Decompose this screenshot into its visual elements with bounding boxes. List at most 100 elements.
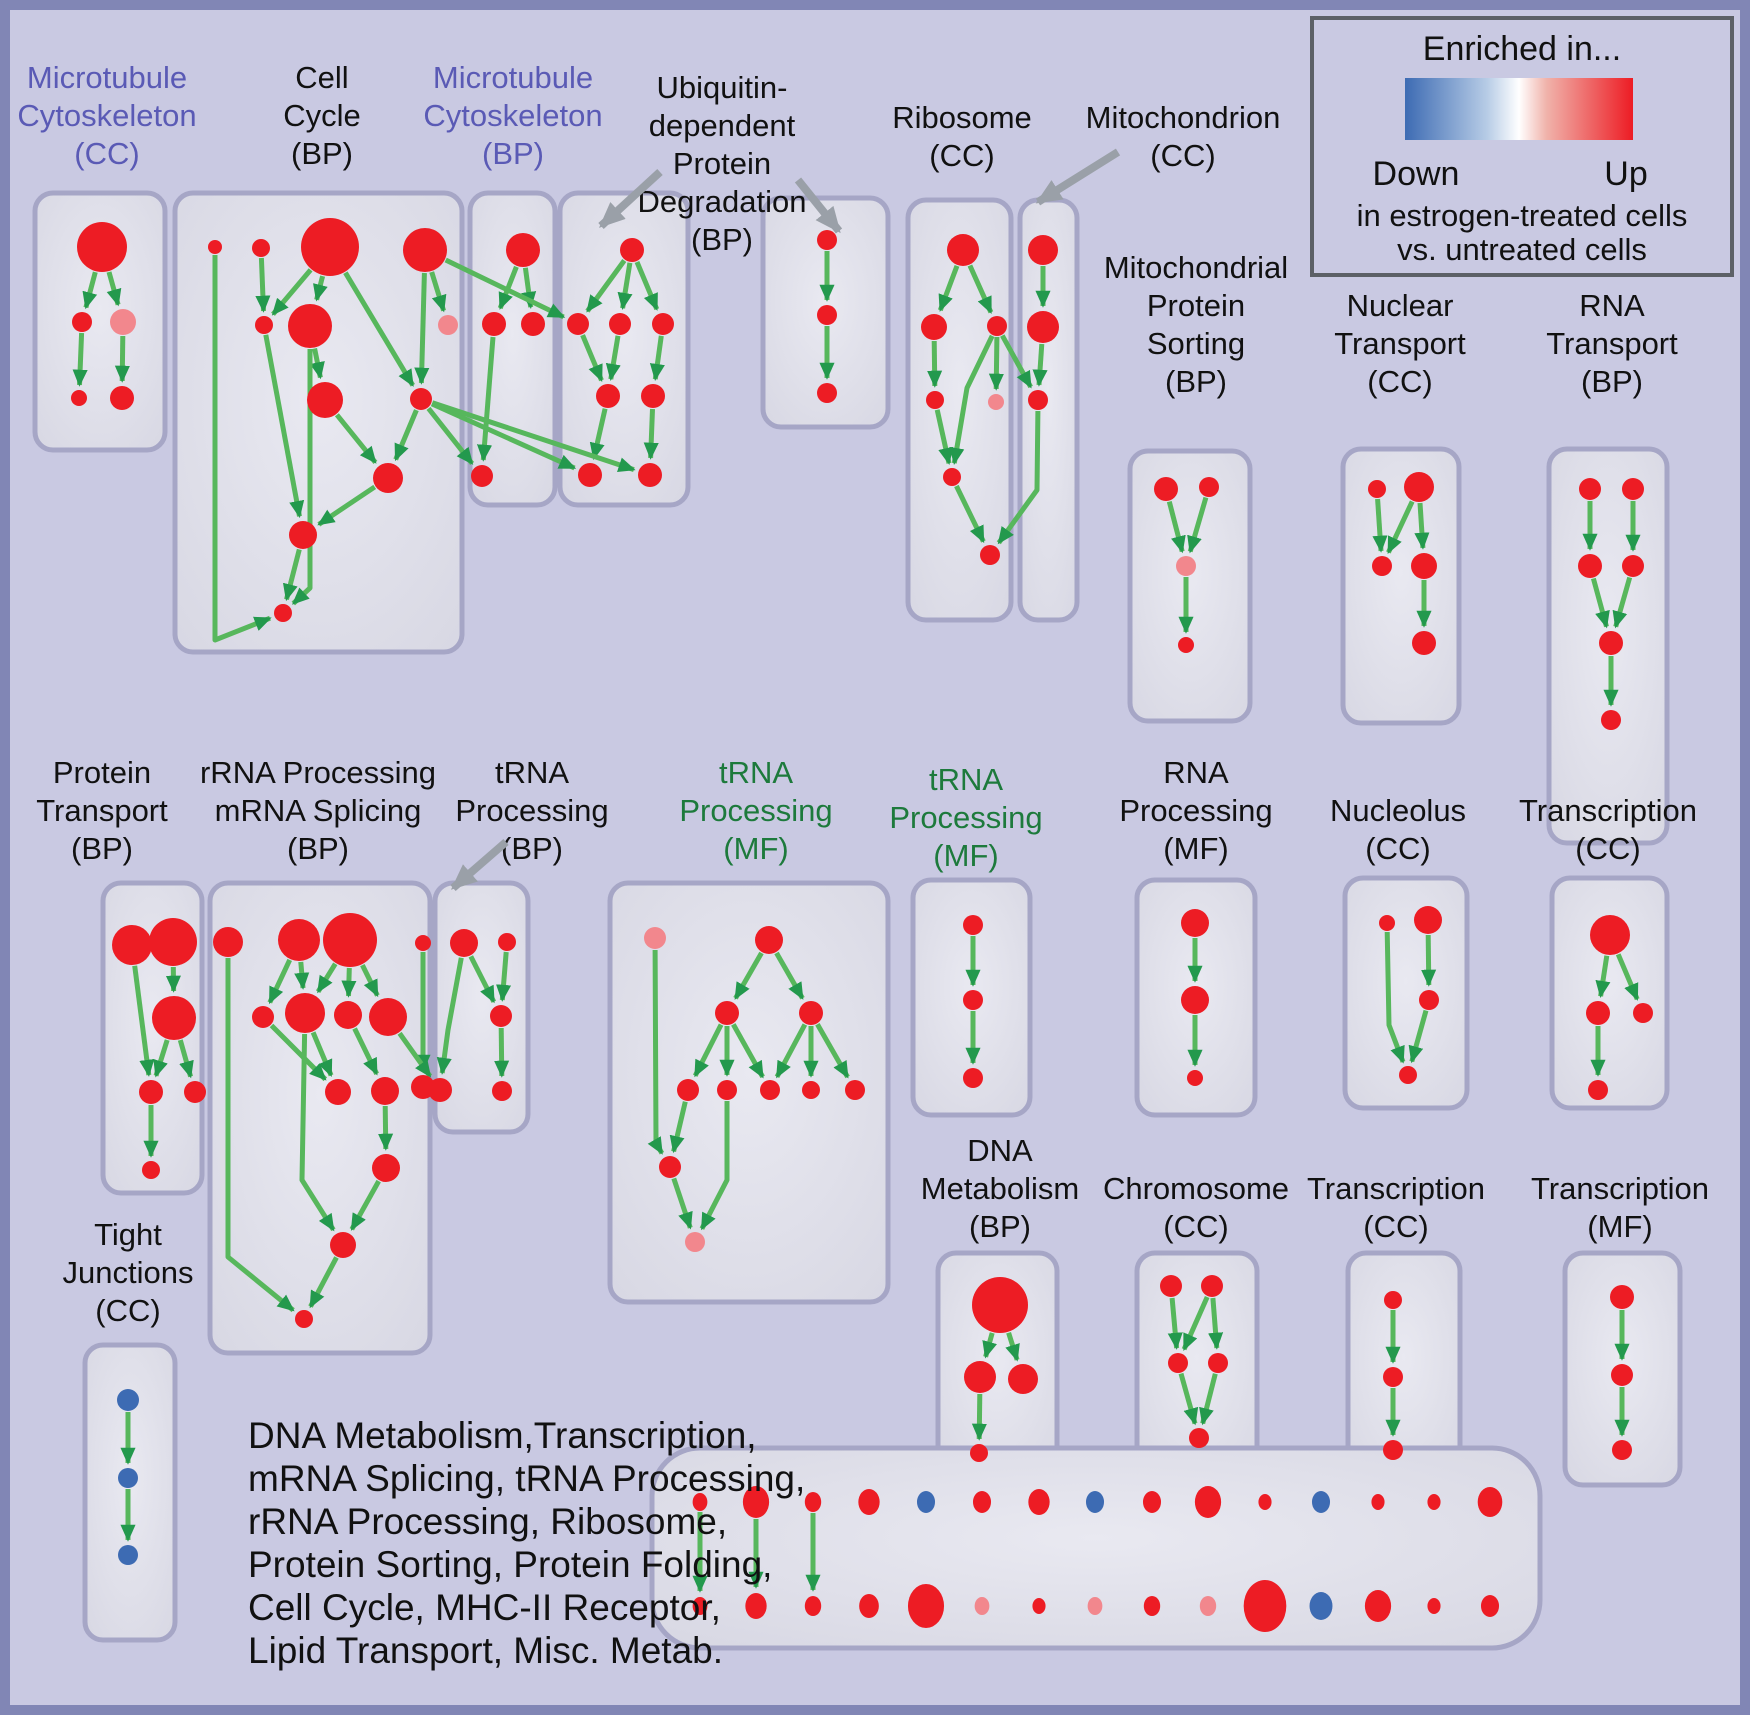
go-term-node <box>980 545 1000 565</box>
go-term-node <box>1258 1494 1272 1510</box>
mixed-terms-dots <box>692 1486 1503 1632</box>
edge-arrow <box>106 271 122 307</box>
go-term-node <box>1578 554 1602 578</box>
go-term-node <box>1427 1598 1441 1614</box>
cluster-box-microtubule-cytoskeleton-cc <box>32 190 168 453</box>
edge-arrow <box>949 334 995 465</box>
edge-arrow <box>1615 953 1640 1001</box>
edge-arrow <box>1187 496 1209 554</box>
edge-arrow <box>291 349 313 606</box>
edge-arrow <box>313 275 328 302</box>
legend-title: Enriched in... <box>1423 30 1621 68</box>
go-term-node <box>1160 1275 1182 1297</box>
go-term-node <box>307 382 343 418</box>
go-term-node <box>255 316 273 334</box>
edge-arrow <box>299 1033 336 1232</box>
go-term-node <box>278 919 320 961</box>
cluster-label: rRNA Processing mRNA Splicing (BP) <box>200 755 436 866</box>
go-term-node <box>760 1080 780 1100</box>
edge-arrow <box>436 957 464 1075</box>
go-term-node <box>1142 1491 1162 1513</box>
go-term-node <box>1383 1440 1403 1460</box>
go-term-node <box>149 918 197 966</box>
go-term-node <box>1181 909 1209 937</box>
go-term-node <box>139 1080 163 1104</box>
edge-arrow <box>605 335 621 381</box>
go-term-node <box>1154 477 1178 501</box>
go-term-node <box>184 1081 206 1103</box>
go-term-node <box>323 913 377 967</box>
go-term-node <box>1610 1285 1634 1309</box>
go-term-node <box>1586 1001 1610 1025</box>
legend: Enriched in... Down Up in estrogen-treated … <box>1310 16 1734 277</box>
go-term-node <box>717 1080 737 1100</box>
caption-line: Protein Sorting, Protein Folding, <box>248 1544 772 1585</box>
cluster-label: Microtubule Cytoskeleton (BP) <box>423 60 602 171</box>
edge-arrow <box>1408 1009 1429 1064</box>
edge-arrow <box>617 262 633 310</box>
edge-arrow <box>1199 1373 1218 1426</box>
edge-arrow <box>72 332 88 387</box>
go-term-node <box>1208 1353 1228 1373</box>
legend-gradient-bar <box>1405 78 1633 140</box>
go-term-node <box>652 313 674 335</box>
edge-arrow <box>414 272 430 385</box>
edge-arrow <box>733 951 764 1000</box>
go-term-node <box>1176 556 1196 576</box>
go-term-node <box>1311 1491 1331 1513</box>
go-term-node <box>1412 631 1436 655</box>
cluster-label: Chromosome (CC) <box>1103 1171 1289 1244</box>
cluster-box-nucleolus-cc <box>1342 875 1470 1111</box>
edge-arrow <box>426 406 475 466</box>
edge-arrow <box>937 265 960 312</box>
go-term-node <box>506 233 540 267</box>
edge-arrow <box>496 951 512 1002</box>
go-term-node <box>1588 1080 1608 1100</box>
edge-arrow <box>731 1023 765 1079</box>
edge-arrow <box>430 401 577 471</box>
cluster-label: Cell Cycle (BP) <box>283 60 361 171</box>
cluster-label: RNA Transport (BP) <box>1546 288 1678 399</box>
go-term-node <box>987 316 1007 336</box>
go-term-node <box>1309 1592 1333 1620</box>
legend-up-label: Up <box>1604 155 1647 193</box>
go-term-node <box>72 312 92 332</box>
edge-arrow <box>82 271 98 310</box>
edge-arrow <box>1612 576 1633 629</box>
caption-line: DNA Metabolism,Transcription, <box>248 1415 757 1456</box>
edge-arrow <box>692 1023 724 1078</box>
edge-arrow <box>315 962 338 994</box>
go-term-node <box>118 1468 138 1488</box>
go-term-node <box>1579 478 1601 500</box>
go-term-node <box>415 935 431 951</box>
go-term-node <box>71 390 87 406</box>
go-term-node <box>410 388 432 410</box>
edge-arrow <box>1005 1331 1020 1362</box>
legend-box <box>1310 16 1734 277</box>
cluster-label: Nuclear Transport (CC) <box>1334 288 1466 399</box>
cluster-label: Protein Transport (BP) <box>36 755 168 866</box>
go-term-node <box>596 384 620 408</box>
edge-arrow <box>1372 498 1388 553</box>
edge-arrow <box>988 336 1004 391</box>
edge-arrow <box>967 264 994 314</box>
cluster-box-rrna-processing-mrna-splicing-bp <box>207 880 433 1356</box>
edge-arrow <box>589 408 608 461</box>
legend-subtitle-1: in estrogen-treated cells <box>1357 198 1688 233</box>
go-term-node <box>1032 1598 1046 1614</box>
edge-arrow <box>1032 343 1048 387</box>
go-term-node <box>213 927 243 957</box>
go-term-node <box>438 315 458 335</box>
go-term-node <box>677 1079 699 1101</box>
go-term-node <box>1612 1440 1632 1460</box>
go-term-node <box>490 1005 512 1027</box>
go-term-node <box>1028 1489 1050 1515</box>
go-term-node <box>471 465 493 487</box>
edge-arrow <box>309 348 325 380</box>
go-term-node <box>692 1597 708 1615</box>
cluster-box-transcription-cc-middle <box>1549 875 1670 1111</box>
go-term-node <box>152 996 196 1040</box>
edge-arrow <box>476 336 496 462</box>
cluster-label: tRNA Processing (MF) <box>889 762 1042 873</box>
